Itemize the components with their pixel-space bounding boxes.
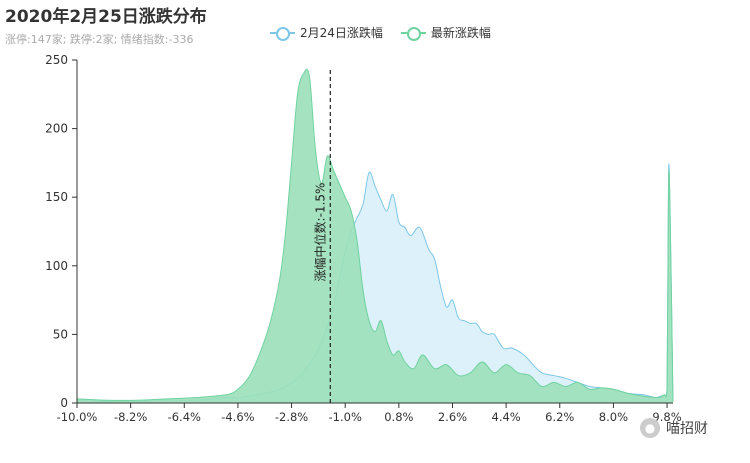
legend-label-series-2: 最新涨跌幅: [430, 26, 491, 40]
y-tick-label: 250: [45, 53, 68, 67]
x-tick-label: -8.2%: [114, 410, 147, 424]
y-tick-label: 50: [53, 327, 68, 341]
legend-marker-icon: [400, 26, 426, 41]
x-tick-label: -4.6%: [221, 410, 254, 424]
x-tick-label: -2.8%: [275, 410, 308, 424]
chart-subtitle: 涨停:147家; 跌停:2家; 情绪指数:-336: [5, 33, 194, 46]
chart-legend: 2月24日涨跌幅 最新涨跌幅: [270, 24, 491, 41]
x-tick-label: 2.6%: [438, 410, 467, 424]
x-tick-label: -1.0%: [329, 410, 362, 424]
legend-marker-icon: [270, 26, 295, 41]
x-tick-label: -6.4%: [168, 410, 201, 424]
chart-title: 2020年2月25日涨跌分布: [5, 7, 207, 27]
series-area-1: [77, 163, 673, 403]
legend-item-series-1[interactable]: 2月24日涨跌幅: [270, 24, 383, 41]
series-area-2: [77, 69, 673, 403]
x-tick-label: 9.8%: [652, 410, 681, 424]
legend-item-series-2[interactable]: 最新涨跌幅: [400, 24, 491, 41]
y-tick-label: 100: [45, 259, 68, 273]
legend-label-series-1: 2月24日涨跌幅: [300, 26, 383, 40]
x-tick-label: 6.2%: [545, 410, 574, 424]
y-tick-label: 0: [60, 396, 68, 410]
watermark: ● 喵招财: [640, 418, 708, 438]
x-tick-label: -10.0%: [57, 410, 98, 424]
x-tick-label: 8.0%: [599, 410, 628, 424]
x-tick-label: 0.8%: [384, 410, 413, 424]
x-tick-label: 4.4%: [492, 410, 521, 424]
y-tick-label: 200: [45, 122, 68, 136]
y-tick-label: 150: [45, 190, 68, 204]
series-line-2: [76, 68, 674, 402]
watermark-text: 喵招财: [666, 421, 708, 437]
wechat-icon: ●: [640, 418, 660, 438]
median-markline-label: 涨幅中位数:-1.5%: [312, 183, 327, 282]
